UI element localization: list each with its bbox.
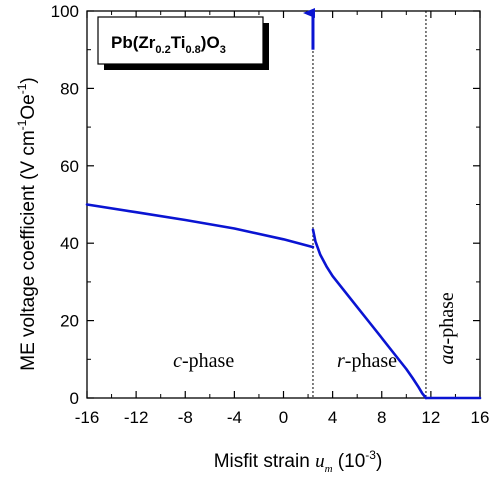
x-tick-label: -16 [75, 408, 100, 427]
legend-text: Pb(Zr0.2Ti0.8)O3 [111, 33, 226, 56]
phase-label-suffix: -phase [345, 350, 397, 372]
x-tick-label: 16 [471, 408, 490, 427]
y-tick-label: 80 [60, 79, 79, 98]
y-tick-label: 60 [60, 157, 79, 176]
series-c-phase-line [85, 203, 315, 249]
phase-label-c: c-phase [173, 350, 234, 372]
phase-label-r: r-phase [337, 350, 397, 372]
x-tick-label: 0 [279, 408, 288, 427]
material-legend: Pb(Zr0.2Ti0.8)O3 [97, 16, 269, 70]
x-tick-label: 12 [421, 408, 440, 427]
phase-label-symbol: r [337, 350, 345, 372]
phase-label-aa: aa-phase [436, 292, 458, 364]
x-axis-title: Misfit strain um (10-3) [214, 448, 383, 475]
x-tick-label: 4 [328, 408, 337, 427]
y-tick-label: 100 [51, 2, 79, 21]
phase-label-suffix: -phase [182, 350, 234, 372]
phase-label-symbol: aa [436, 344, 458, 364]
phase-label-suffix: -phase [436, 292, 458, 344]
x-tick-label: -8 [178, 408, 193, 427]
y-tick-label: 0 [70, 389, 79, 408]
x-tick-label: -12 [124, 408, 149, 427]
legend-box [97, 16, 264, 65]
y-axis-title: ME voltage coefficient (V cm-1Oe-1) [15, 77, 39, 370]
phase-label-symbol: c [173, 350, 182, 372]
x-tick-label: -4 [227, 408, 242, 427]
y-tick-label: 20 [60, 312, 79, 331]
x-tick-label: 8 [377, 408, 386, 427]
series-r-phase-line [311, 228, 428, 400]
y-tick-label: 40 [60, 234, 79, 253]
